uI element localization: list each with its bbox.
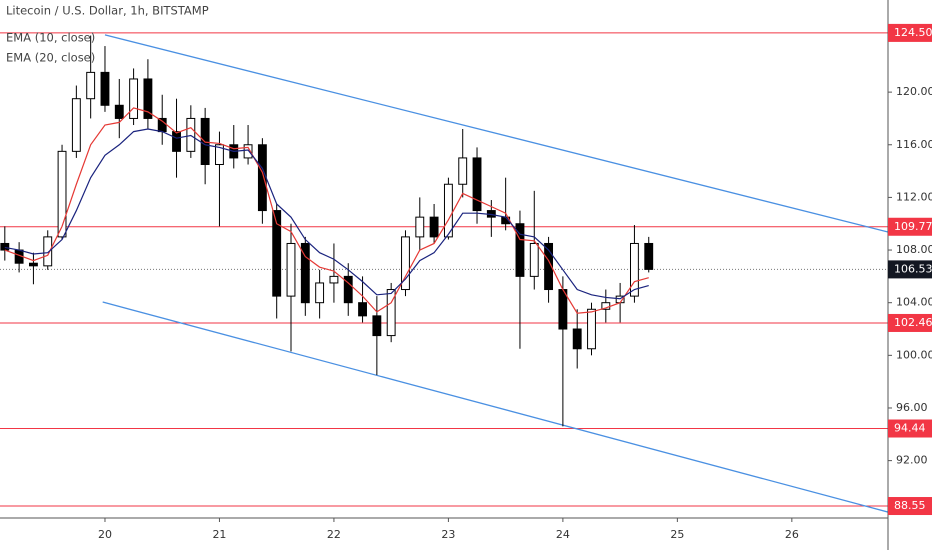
candle-body xyxy=(286,242,296,297)
candle-body xyxy=(644,242,654,270)
y-tick-label: 108.00 xyxy=(896,243,932,256)
ema-line xyxy=(4,128,649,300)
candle-body xyxy=(558,289,568,330)
level-label: 124.50 xyxy=(894,26,932,39)
level-label: 109.77 xyxy=(894,220,932,233)
level-label-box xyxy=(888,217,932,236)
x-tick-label: 20 xyxy=(98,528,112,541)
candle-body xyxy=(0,242,10,251)
candle-body xyxy=(114,104,124,119)
trendline xyxy=(104,34,888,233)
candle-body xyxy=(172,131,181,152)
plot-area xyxy=(0,32,888,513)
candle-body xyxy=(43,236,53,267)
candle-body xyxy=(587,308,596,350)
candle-body xyxy=(515,223,525,277)
candle-body xyxy=(300,242,310,304)
candle-body xyxy=(329,275,339,284)
candle-body xyxy=(443,183,453,238)
y-tick-label: 92.00 xyxy=(896,454,928,467)
trendline xyxy=(102,301,888,513)
candle-body xyxy=(129,78,139,119)
x-tick-label: 25 xyxy=(670,528,684,541)
candle-body xyxy=(401,236,410,291)
x-tick-label: 22 xyxy=(327,528,341,541)
candle-body xyxy=(386,289,396,337)
legend-entry: EMA (10, close) xyxy=(6,31,95,45)
candle-body xyxy=(572,328,582,350)
last-price-box xyxy=(888,260,932,279)
candle-body xyxy=(100,71,110,106)
y-tick-label: 96.00 xyxy=(896,401,928,414)
candle-body xyxy=(544,242,554,291)
candle-body xyxy=(243,144,253,159)
level-label-box xyxy=(888,419,932,438)
last-price-label: 106.53 xyxy=(894,262,932,275)
ema-line xyxy=(4,107,649,314)
chart-title: Litecoin / U.S. Dollar, 1h, BITSTAMP xyxy=(6,4,209,18)
candle-body xyxy=(215,144,224,166)
candle-body xyxy=(429,216,439,238)
y-tick-label: 112.00 xyxy=(896,190,932,203)
y-tick-label: 120.00 xyxy=(896,85,932,98)
candle-body xyxy=(186,117,196,152)
candle-body xyxy=(529,242,539,277)
candle-body xyxy=(358,302,367,317)
x-tick-label: 21 xyxy=(212,528,226,541)
candle-body xyxy=(629,242,639,297)
candle-body xyxy=(472,157,482,212)
level-label: 94.44 xyxy=(894,422,926,435)
level-label-box xyxy=(888,23,932,42)
candle-body xyxy=(315,282,325,304)
candle-body xyxy=(57,150,67,238)
candle-body xyxy=(28,262,38,267)
y-tick-label: 100.00 xyxy=(896,348,932,361)
candle-body xyxy=(86,71,96,100)
candle-body xyxy=(343,275,353,304)
level-label: 88.55 xyxy=(894,499,926,512)
candle-body xyxy=(143,78,153,119)
candle-body xyxy=(372,315,382,337)
level-label-box xyxy=(888,313,932,332)
x-tick-label: 23 xyxy=(441,528,455,541)
level-label: 102.46 xyxy=(894,316,932,329)
level-label-box xyxy=(888,497,932,516)
y-tick-label: 104.00 xyxy=(896,296,932,309)
x-tick-label: 24 xyxy=(556,528,570,541)
axes: 92.00 96.00 100.00 104.00 108.00 112.00 116.00… xyxy=(98,23,932,541)
y-tick-label: 116.00 xyxy=(896,138,932,151)
candle-body xyxy=(272,210,282,297)
legend-entry: EMA (20, close) xyxy=(6,51,95,65)
x-tick-label: 26 xyxy=(785,528,799,541)
candle-body xyxy=(71,98,81,152)
candle-body xyxy=(415,216,425,238)
candle-body xyxy=(458,157,468,185)
candle-body xyxy=(257,144,267,212)
